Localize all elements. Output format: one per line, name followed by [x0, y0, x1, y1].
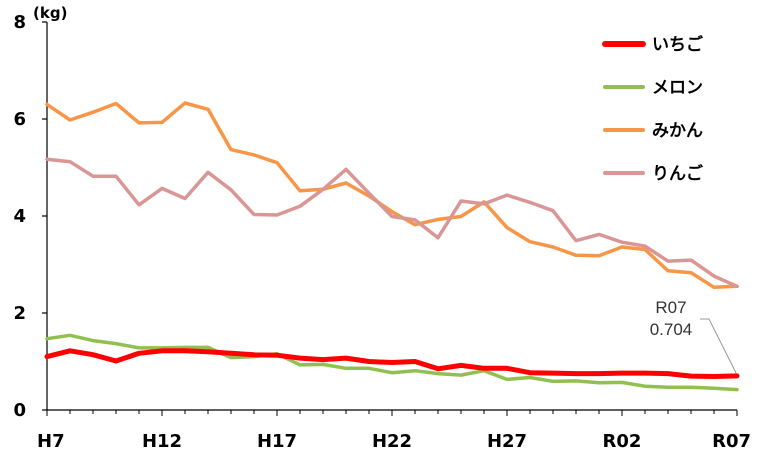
series-line-2 — [45, 333, 739, 392]
series-line-3 — [45, 101, 739, 290]
x-tick-label: R07 — [712, 431, 751, 452]
y-tick-label: 4 — [13, 206, 26, 227]
x-tick-label: R02 — [603, 431, 642, 452]
axes: 0 2 4 6 8 (kg) H7 H12 H17 H22 H27 R02 R07 — [13, 4, 751, 452]
y-tick-label: 2 — [13, 303, 26, 324]
legend-label-4: りんご — [652, 163, 704, 184]
y-unit-label: (kg) — [33, 4, 67, 22]
y-tick-label: 8 — [13, 12, 26, 33]
series-lines — [44, 101, 740, 392]
y-tick-label: 6 — [13, 109, 26, 130]
legend-label-2: メロン — [652, 78, 703, 98]
annotation-leader-line — [700, 318, 737, 374]
legend-label-1: いちご — [652, 34, 704, 55]
annotation-label-line2: 0.704 — [650, 320, 693, 339]
series-line-1 — [44, 348, 740, 379]
series-line-4 — [45, 157, 739, 289]
x-tick-label: H22 — [372, 431, 412, 452]
x-tick-label: H12 — [142, 431, 182, 452]
x-tick-label: H27 — [487, 431, 527, 452]
annotation-label-line1: R07 — [655, 298, 686, 317]
legend-label-3: みかん — [652, 121, 703, 141]
x-tick-label: H7 — [37, 431, 65, 452]
x-tick-label: H17 — [257, 431, 297, 452]
y-tick-label: 0 — [13, 400, 26, 421]
annotations: R07 0.704 — [650, 298, 737, 374]
